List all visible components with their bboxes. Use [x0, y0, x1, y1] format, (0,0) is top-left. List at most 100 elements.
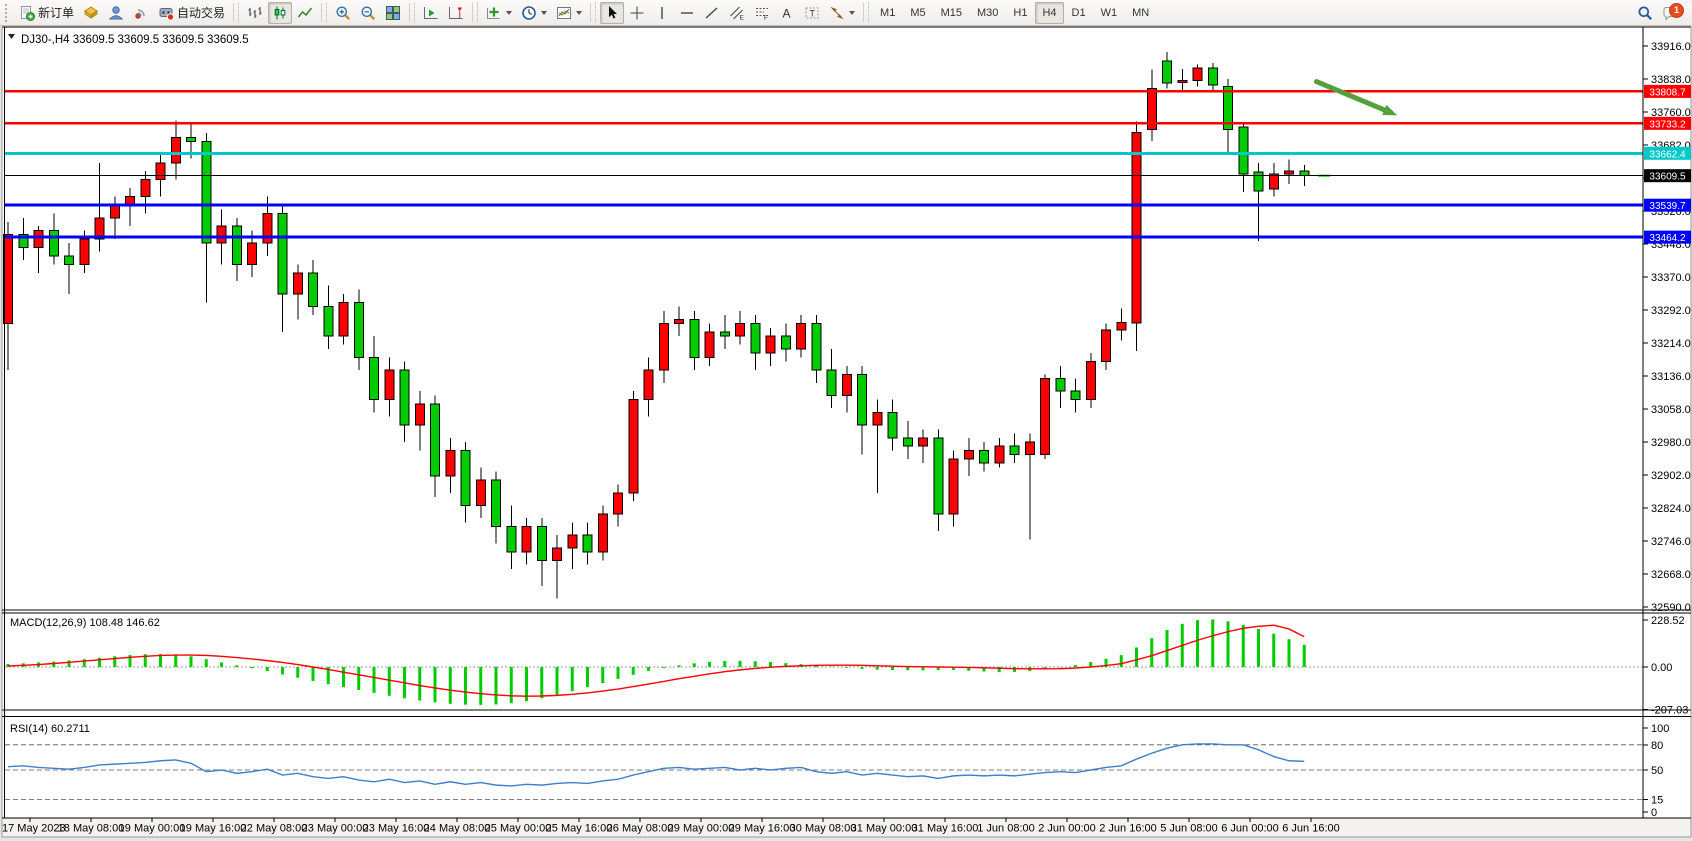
candle-body [887, 411, 898, 439]
ohlc-collapse-icon[interactable] [8, 34, 15, 39]
candle-body [872, 411, 883, 426]
line-chart-button[interactable] [293, 2, 317, 24]
candle-body [1177, 80, 1188, 83]
market-icon [84, 5, 98, 19]
toolbar-grip[interactable] [5, 3, 11, 22]
timeframe-button-h4[interactable]: H4 [1035, 1, 1064, 24]
toolbar-separator [233, 3, 240, 22]
zoom-in-button[interactable] [331, 2, 355, 24]
signals-button[interactable] [129, 2, 153, 24]
axis-label: 26 May 08:00 [607, 823, 674, 835]
axis-label: 29 May 00:00 [668, 823, 735, 835]
candle-body [460, 449, 471, 506]
timeframe-button-d1[interactable]: D1 [1065, 2, 1093, 24]
chart-shift-button[interactable] [444, 2, 468, 24]
candle-body [735, 323, 745, 337]
search-icon [1638, 6, 1652, 20]
candlestick-button[interactable] [268, 1, 293, 24]
candle-body [857, 373, 867, 426]
auto-scroll-button[interactable] [419, 2, 443, 24]
candle-body [140, 179, 151, 198]
timeframe-button-m1[interactable]: M1 [873, 2, 902, 24]
candle-body [64, 255, 74, 265]
tile-windows-button[interactable] [381, 2, 405, 24]
time-axis-background[interactable] [2, 818, 1691, 837]
axis-label: 32590.0 [1651, 602, 1691, 614]
candle-body [277, 213, 288, 295]
search-button[interactable] [1633, 2, 1657, 24]
arrow-annotation[interactable] [1313, 79, 1387, 113]
bar-chart-button[interactable] [243, 2, 267, 24]
channel-button[interactable]: E [725, 2, 749, 24]
candle-body [826, 369, 837, 396]
axis-label: 80 [1651, 740, 1663, 752]
new-order-icon [21, 5, 35, 21]
candle-body [323, 306, 334, 337]
indicators-button[interactable] [482, 2, 516, 24]
candle-body [689, 318, 700, 358]
toolbar: 新订单 自动交易 [0, 0, 1692, 26]
axis-label: 31 May 16:00 [912, 823, 979, 835]
axis-label: 32746.0 [1651, 536, 1691, 548]
axis-label: 23 May 00:00 [302, 823, 369, 835]
macd-signal-line [7, 624, 1305, 697]
axis-label: 32824.0 [1651, 503, 1691, 515]
dropdown-caret-icon [541, 10, 548, 15]
toolbar-separator [590, 3, 597, 22]
new-order-button[interactable]: 新订单 [15, 2, 78, 24]
candle-body [186, 136, 196, 143]
notifications-button[interactable]: 1 [1658, 2, 1684, 24]
chart-background[interactable] [2, 27, 1691, 818]
crosshair-icon [630, 6, 644, 19]
trendline-button[interactable] [700, 2, 724, 24]
timeframe-button-m30[interactable]: M30 [970, 2, 1005, 24]
toolbar-separator [863, 3, 870, 22]
timeframe-button-w1[interactable]: W1 [1094, 2, 1125, 24]
candle-body [33, 229, 44, 248]
candle-body [369, 356, 379, 401]
timeframe-button-m15[interactable]: M15 [934, 2, 969, 24]
fibonacci-button[interactable]: F [750, 2, 774, 24]
arrow-annotation-head[interactable] [1382, 104, 1398, 116]
axis-label: 50 [1651, 765, 1663, 777]
candle-body [201, 141, 212, 244]
candle-body [170, 136, 181, 164]
community-button[interactable] [104, 2, 128, 24]
candle-body [3, 234, 13, 325]
candle-body [1009, 445, 1020, 456]
arrows-button[interactable] [825, 2, 859, 24]
axis-label: 33733.2 [1649, 119, 1686, 130]
market-button[interactable] [79, 2, 103, 24]
timeframe-button-h1[interactable]: H1 [1006, 2, 1034, 24]
candlestick-icon [274, 6, 286, 19]
axis-label: 30 May 08:00 [790, 823, 857, 835]
candle-body [18, 234, 29, 248]
horizontal-line-button[interactable] [675, 2, 699, 24]
chart-shift-icon [449, 6, 463, 19]
axis-label: 33136.0 [1651, 371, 1691, 383]
autotrading-button[interactable]: 自动交易 [154, 2, 229, 24]
price-badge-33464.2 [1644, 230, 1691, 244]
axis-label: 33808.7 [1649, 87, 1686, 98]
timeframe-button-mn[interactable]: MN [1125, 2, 1156, 24]
label-button[interactable]: T [800, 2, 824, 24]
new-order-label: 新订单 [38, 6, 75, 20]
candle-body [79, 238, 90, 265]
candle-body [811, 323, 822, 371]
timeframe-button-m5[interactable]: M5 [903, 2, 932, 24]
text-button[interactable]: A [775, 2, 799, 24]
crosshair-button[interactable] [625, 2, 649, 24]
axis-label: 33662.4 [1649, 149, 1686, 160]
periods-button[interactable] [517, 2, 551, 24]
axis-label: 0 [1651, 807, 1657, 819]
price-badge-33733.2 [1644, 116, 1691, 130]
zoom-out-button[interactable] [356, 2, 380, 24]
axis-label: 29 May 16:00 [729, 823, 796, 835]
cursor-button[interactable] [600, 1, 625, 24]
candle-body [567, 534, 578, 549]
templates-button[interactable] [552, 2, 586, 24]
axis-label: 25 May 16:00 [546, 823, 613, 835]
vertical-line-icon [661, 6, 663, 19]
vertical-line-button[interactable] [650, 2, 674, 24]
